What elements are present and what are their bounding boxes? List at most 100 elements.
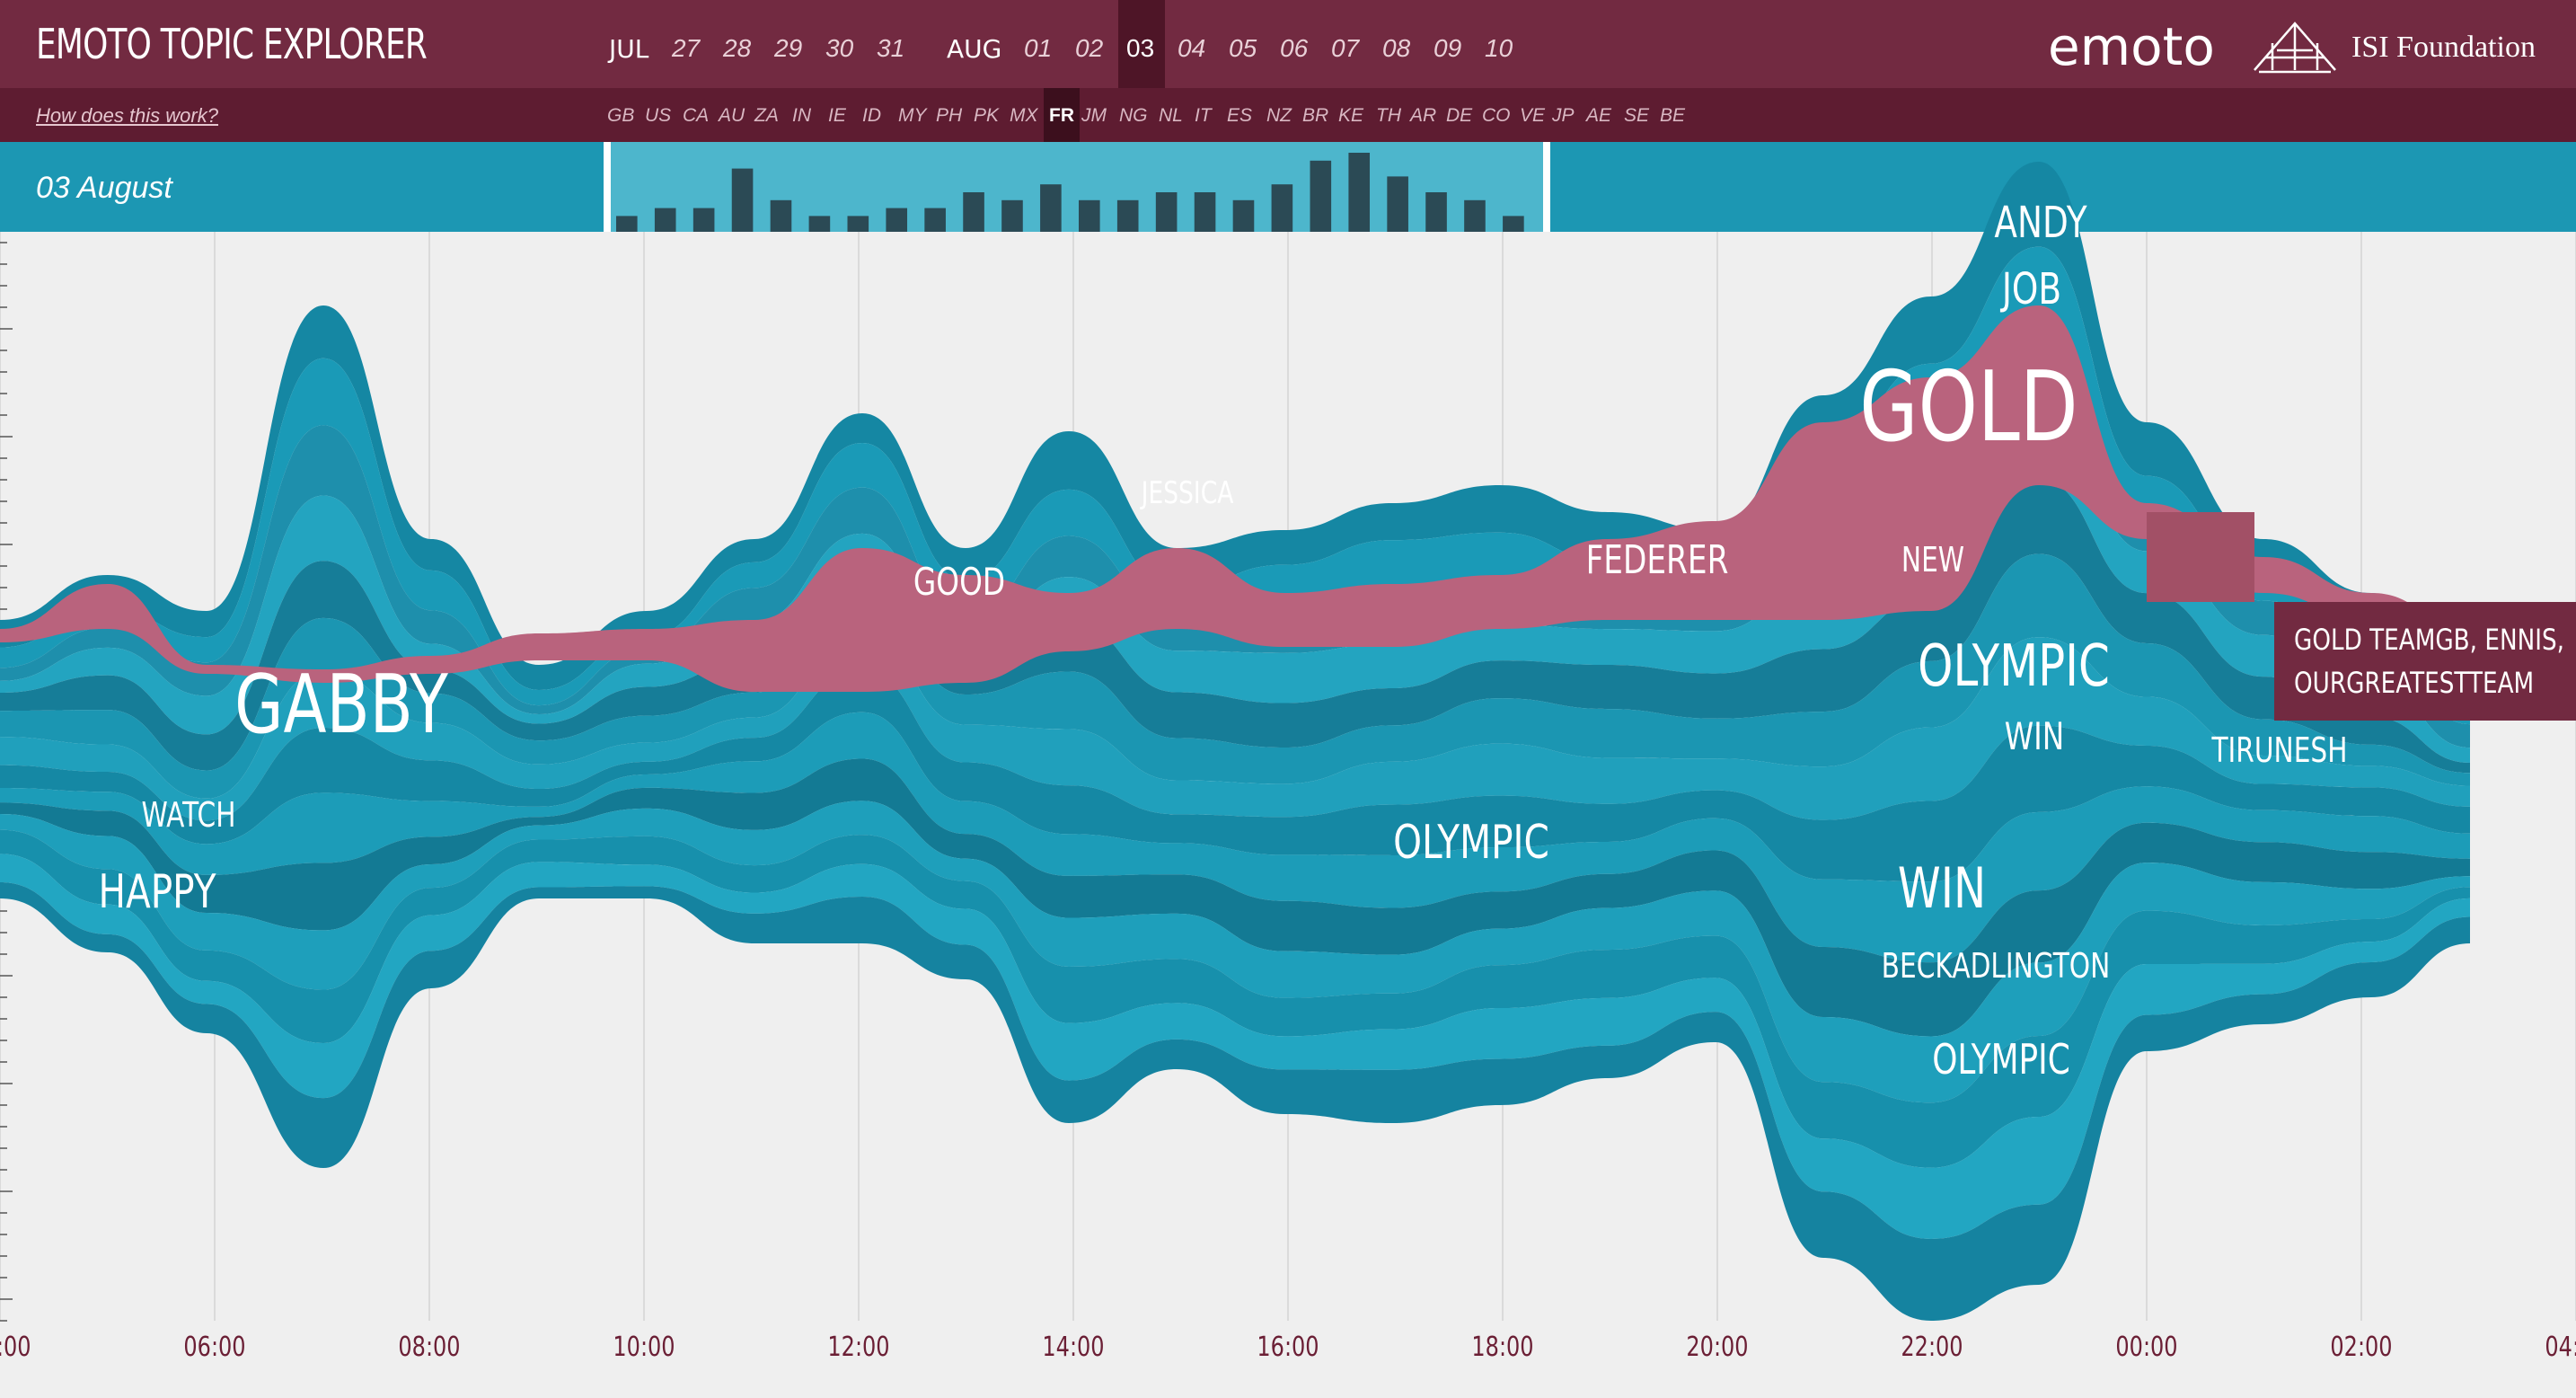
country-bar <box>0 88 2576 142</box>
topic-label[interactable]: BECKADLINGTON <box>1882 946 2111 987</box>
country-item[interactable]: NG <box>1119 105 1148 126</box>
topic-stream[interactable] <box>0 712 2470 963</box>
topic-label[interactable]: JESSICA <box>1140 476 1234 511</box>
date-item[interactable]: 06 <box>1280 34 1309 62</box>
topic-label[interactable]: JOB <box>1999 265 2061 315</box>
topic-label[interactable]: OLYMPIC <box>1918 633 2110 700</box>
highlighted-topic-stream[interactable] <box>0 305 2470 692</box>
country-item[interactable]: ES <box>1227 105 1253 126</box>
topic-stream[interactable] <box>0 479 2470 774</box>
date-item[interactable]: 30 <box>825 34 854 62</box>
x-tick-label: 20:00 <box>1686 1332 1749 1363</box>
date-item[interactable]: 28 <box>723 34 752 62</box>
topic-stream[interactable] <box>0 829 2470 1168</box>
brush-right-handle[interactable] <box>1543 142 1550 232</box>
country-item[interactable]: GB <box>607 105 635 126</box>
date-item[interactable]: 03 <box>1126 34 1155 62</box>
x-tick-label: 04:00 <box>0 1332 31 1363</box>
date-item[interactable]: 04 <box>1178 34 1206 62</box>
topic-label[interactable]: GOOD <box>913 560 1005 604</box>
topic-label[interactable]: OLYMPIC <box>1393 815 1549 869</box>
date-item[interactable]: 29 <box>774 34 803 62</box>
topic-label[interactable]: OLYMPIC <box>1932 1036 2070 1084</box>
country-item[interactable]: US <box>645 105 672 126</box>
date-item[interactable]: 01 <box>1024 34 1053 62</box>
country-item[interactable]: BR <box>1302 105 1329 126</box>
volume-bar <box>924 208 946 232</box>
month-label-jul: JUL <box>609 34 649 64</box>
x-tick-label: 06:00 <box>183 1332 246 1363</box>
how-does-this-work-link[interactable]: How does this work? <box>36 104 218 127</box>
country-item[interactable]: ZA <box>754 105 779 126</box>
country-item[interactable]: IN <box>792 105 811 126</box>
volume-bar <box>654 208 676 232</box>
volume-bar <box>1194 192 1216 232</box>
date-item[interactable]: 10 <box>1485 34 1513 62</box>
topic-label[interactable]: HAPPY <box>98 864 216 918</box>
country-item[interactable]: CA <box>683 105 710 126</box>
date-item[interactable]: 05 <box>1229 34 1257 62</box>
date-item[interactable]: 07 <box>1331 34 1360 62</box>
date-item[interactable]: 27 <box>672 34 701 62</box>
topic-label[interactable]: TIRUNESH <box>2211 730 2348 771</box>
hover-marker <box>2147 512 2254 602</box>
country-item[interactable]: KE <box>1338 105 1364 126</box>
topic-label[interactable]: ANDY <box>1994 199 2087 249</box>
country-item[interactable]: CO <box>1482 105 1511 126</box>
country-item[interactable]: SE <box>1624 105 1650 126</box>
volume-bar <box>1387 176 1408 232</box>
country-item[interactable]: AE <box>1586 105 1612 126</box>
topic-label[interactable]: NEW <box>1901 540 1964 580</box>
date-item[interactable]: 02 <box>1075 34 1104 62</box>
country-item[interactable]: VE <box>1520 105 1546 126</box>
country-item[interactable]: NZ <box>1266 105 1292 126</box>
day-label: 03 August <box>36 171 172 205</box>
country-item[interactable]: PK <box>974 105 1000 126</box>
volume-bar <box>1040 184 1062 232</box>
topic-stream[interactable] <box>0 758 2470 1037</box>
country-item[interactable]: ID <box>862 105 881 126</box>
date-item[interactable]: 08 <box>1382 34 1411 62</box>
app-title: EMOTO TOPIC EXPLORER <box>36 20 428 68</box>
volume-bar <box>1001 199 1023 232</box>
month-label-aug: AUG <box>947 34 1002 64</box>
volume-bar <box>1155 192 1178 232</box>
topic-stream[interactable] <box>0 407 2470 763</box>
topic-label[interactable]: WIN <box>1898 856 1986 921</box>
topic-stream[interactable] <box>0 801 2470 1103</box>
topic-stream[interactable] <box>0 634 2470 821</box>
topic-label[interactable]: FEDERER <box>1586 537 1729 583</box>
country-item[interactable]: JM <box>1081 105 1107 126</box>
country-item[interactable]: IT <box>1195 105 1212 126</box>
brush-left-handle[interactable] <box>604 142 611 232</box>
country-item[interactable]: FR <box>1049 105 1074 126</box>
topic-label[interactable]: WIN <box>2005 714 2065 758</box>
country-item[interactable]: MY <box>898 105 927 126</box>
volume-bar <box>1425 192 1447 232</box>
x-tick-label: 04:00 <box>2545 1332 2576 1363</box>
country-item[interactable]: IE <box>828 105 846 126</box>
date-item[interactable]: 09 <box>1434 34 1462 62</box>
selected-country-highlight <box>1044 88 1080 142</box>
topic-stream[interactable] <box>0 553 2470 799</box>
country-item[interactable]: AR <box>1410 105 1437 126</box>
x-tick-label: 10:00 <box>613 1332 675 1363</box>
tooltip-line-2: OURGREATESTTEAM <box>2294 666 2535 700</box>
country-item[interactable]: MX <box>1010 105 1038 126</box>
country-item[interactable]: AU <box>719 105 745 126</box>
topic-stream[interactable] <box>0 854 2470 1239</box>
country-item[interactable]: BE <box>1660 105 1686 126</box>
country-item[interactable]: TH <box>1376 105 1401 126</box>
topic-stream[interactable] <box>0 669 2470 882</box>
date-item[interactable]: 31 <box>877 34 905 62</box>
country-item[interactable]: PH <box>936 105 963 126</box>
topic-label[interactable]: WATCH <box>142 795 236 836</box>
topic-stream[interactable] <box>0 882 2470 1321</box>
emoto-logo: emoto <box>2048 16 2215 77</box>
topic-label[interactable]: GABBY <box>234 658 448 752</box>
topic-label[interactable]: GOLD <box>1859 350 2078 464</box>
country-item[interactable]: JP <box>1552 105 1575 126</box>
country-item[interactable]: NL <box>1159 105 1183 126</box>
country-item[interactable]: DE <box>1446 105 1473 126</box>
